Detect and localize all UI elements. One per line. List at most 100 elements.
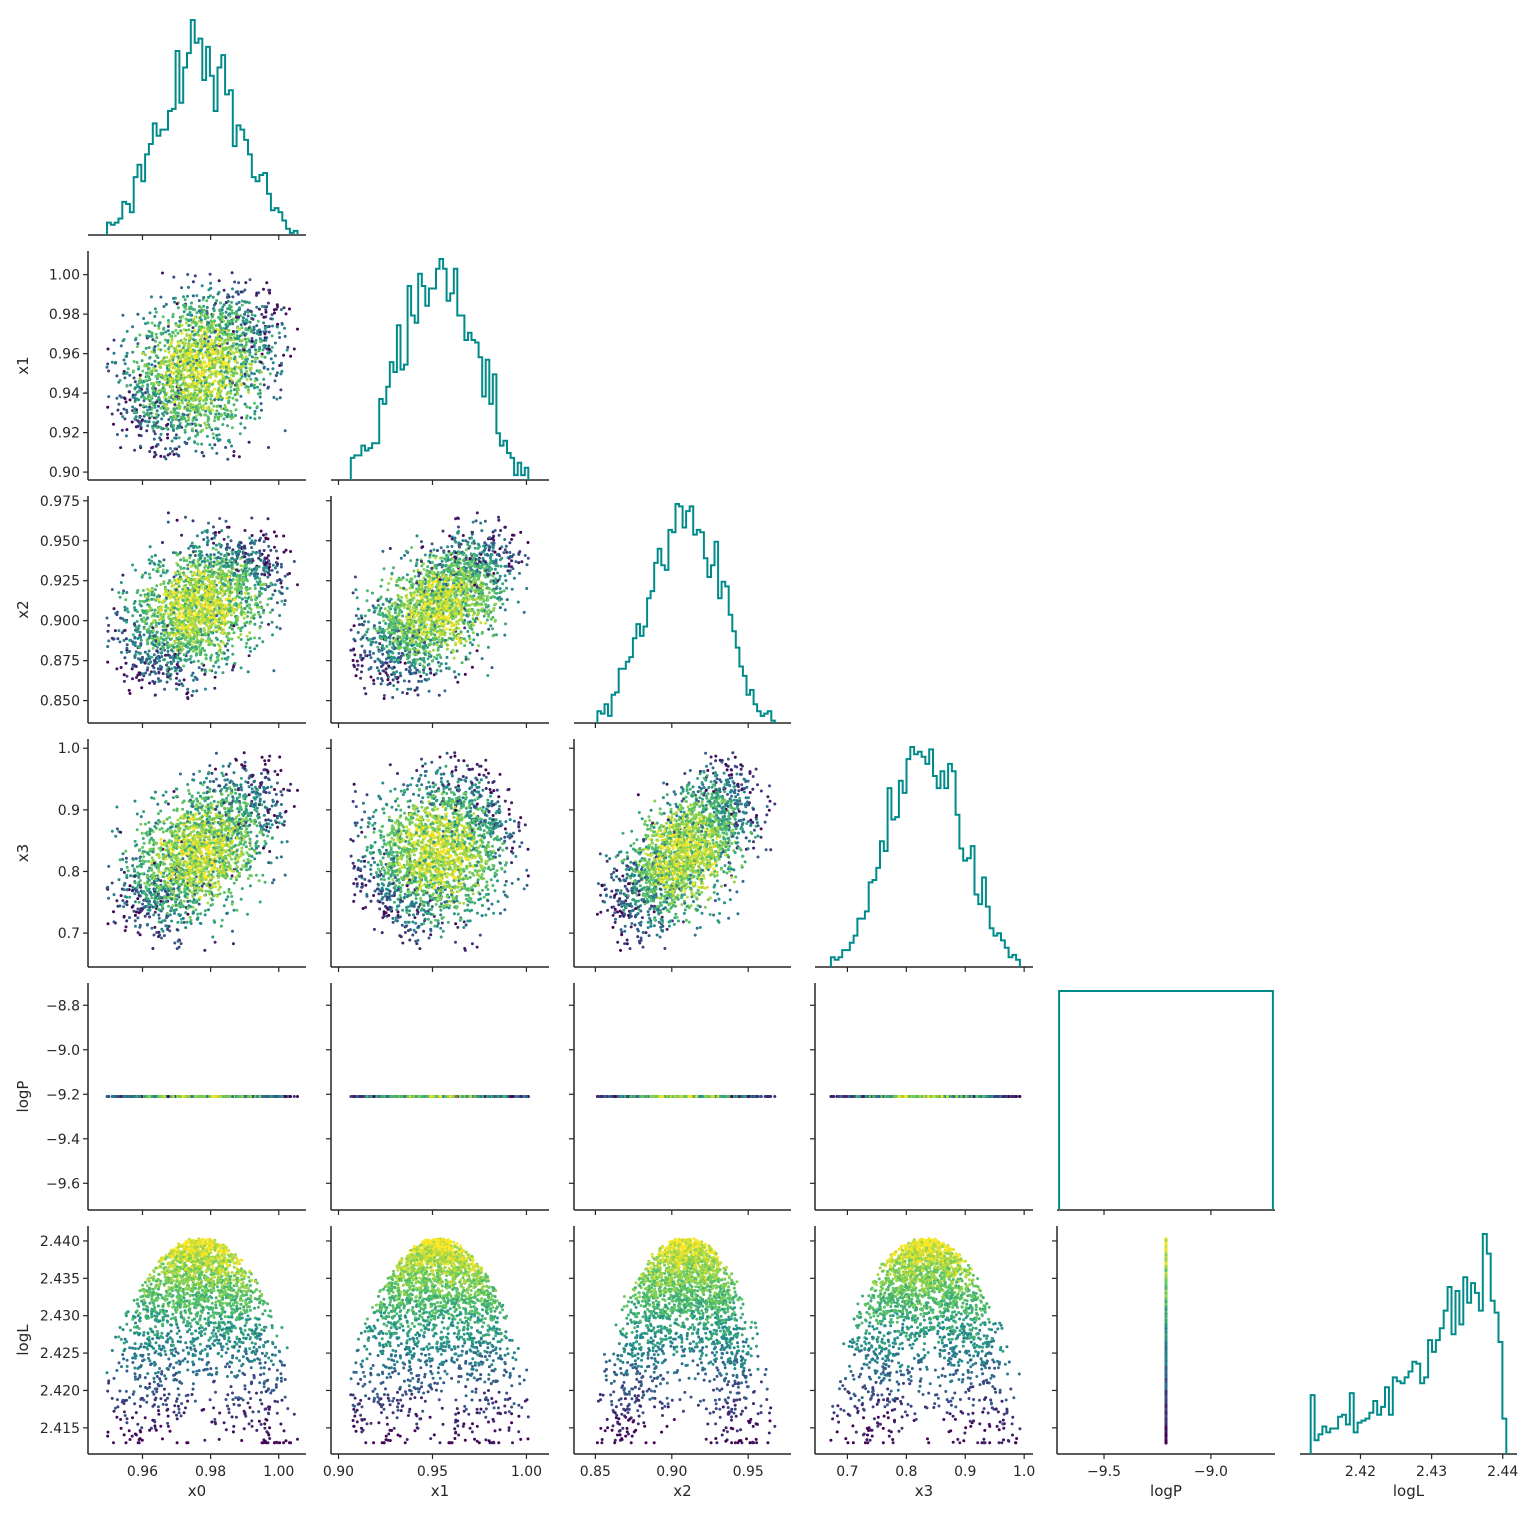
scatter-point bbox=[133, 360, 136, 363]
scatter-point bbox=[208, 343, 211, 346]
scatter-point bbox=[202, 296, 205, 299]
scatter-point bbox=[189, 311, 192, 314]
scatter-point bbox=[178, 320, 181, 323]
scatter-point bbox=[217, 316, 220, 319]
scatter-point bbox=[155, 311, 158, 314]
scatter-point bbox=[171, 440, 174, 443]
scatter-point bbox=[195, 369, 198, 372]
scatter-point bbox=[225, 327, 228, 330]
scatter-point bbox=[212, 436, 215, 439]
scatter-point bbox=[161, 272, 164, 275]
scatter-point bbox=[179, 329, 182, 332]
scatter-point bbox=[150, 447, 153, 450]
panel-x0-vs-x0 bbox=[88, 20, 306, 240]
scatter-point bbox=[219, 405, 222, 408]
scatter-point bbox=[189, 409, 192, 412]
scatter-point bbox=[202, 305, 205, 308]
scatter-point bbox=[149, 576, 152, 579]
scatter-point bbox=[247, 386, 250, 389]
scatter-point bbox=[225, 376, 228, 379]
scatter-point bbox=[233, 352, 236, 355]
scatter-point bbox=[184, 298, 187, 301]
scatter-point bbox=[179, 422, 182, 425]
scatter-point bbox=[238, 328, 241, 331]
scatter-point bbox=[212, 366, 215, 369]
scatter-point bbox=[179, 358, 182, 361]
scatter-point bbox=[122, 372, 125, 375]
scatter-point bbox=[178, 325, 181, 328]
scatter-point bbox=[154, 453, 157, 456]
scatter-point bbox=[229, 320, 232, 323]
scatter-point bbox=[243, 617, 246, 620]
y-tick-label: 0.975 bbox=[40, 494, 80, 510]
scatter-point bbox=[214, 330, 217, 333]
scatter-point bbox=[255, 324, 258, 327]
scatter-point bbox=[236, 290, 239, 293]
scatter-point bbox=[151, 401, 154, 404]
scatter-point bbox=[192, 404, 195, 407]
scatter-point bbox=[200, 314, 203, 317]
scatter-point bbox=[232, 330, 235, 333]
scatter-point bbox=[239, 355, 242, 358]
scatter-point bbox=[200, 430, 203, 433]
scatter-point bbox=[252, 318, 255, 321]
scatter-point bbox=[252, 331, 255, 334]
scatter-point bbox=[204, 410, 207, 413]
scatter-point bbox=[227, 329, 230, 332]
scatter-point bbox=[134, 393, 137, 396]
scatter-point bbox=[242, 361, 245, 364]
scatter-point bbox=[113, 352, 116, 355]
scatter-point bbox=[229, 389, 232, 392]
scatter-point bbox=[187, 352, 190, 355]
scatter-point bbox=[256, 369, 259, 372]
scatter-point bbox=[254, 410, 257, 413]
scatter-point bbox=[139, 423, 142, 426]
scatter-point bbox=[226, 458, 229, 461]
scatter-point bbox=[133, 377, 136, 380]
scatter-point bbox=[173, 403, 176, 406]
scatter-point bbox=[225, 361, 228, 364]
scatter-point bbox=[125, 401, 128, 404]
scatter-point bbox=[220, 363, 223, 366]
scatter-point bbox=[136, 361, 139, 364]
scatter-point bbox=[233, 388, 236, 391]
scatter-point bbox=[187, 324, 190, 327]
scatter-point bbox=[179, 405, 182, 408]
scatter-point bbox=[187, 416, 190, 419]
scatter-point bbox=[136, 342, 139, 345]
scatter-point bbox=[248, 354, 251, 357]
scatter-point bbox=[267, 302, 270, 305]
scatter-point bbox=[180, 317, 183, 320]
scatter-point bbox=[111, 361, 114, 364]
y-tick-label: 0.950 bbox=[40, 534, 80, 550]
scatter-point bbox=[288, 308, 291, 311]
scatter-point bbox=[202, 404, 205, 407]
scatter-point bbox=[231, 368, 234, 371]
scatter-point bbox=[126, 352, 129, 355]
scatter-point bbox=[147, 335, 150, 338]
scatter-point bbox=[213, 341, 216, 344]
scatter-point bbox=[202, 407, 205, 410]
scatter-point bbox=[159, 321, 162, 324]
scatter-point bbox=[193, 416, 196, 419]
scatter-point bbox=[139, 374, 142, 377]
scatter-point bbox=[162, 358, 165, 361]
scatter-point bbox=[209, 376, 212, 379]
scatter-point bbox=[171, 377, 174, 380]
scatter-point bbox=[231, 397, 234, 400]
scatter-point bbox=[249, 406, 252, 409]
scatter-point bbox=[138, 434, 141, 437]
scatter-point bbox=[264, 339, 267, 342]
scatter-point bbox=[251, 355, 254, 358]
scatter-point bbox=[245, 405, 248, 408]
scatter-point bbox=[163, 305, 166, 308]
scatter-point bbox=[215, 299, 218, 302]
scatter-point bbox=[229, 392, 232, 395]
scatter-point bbox=[171, 315, 174, 318]
scatter-point bbox=[125, 428, 128, 431]
scatter-point bbox=[150, 398, 153, 401]
scatter-point bbox=[251, 360, 254, 363]
scatter-point bbox=[135, 425, 138, 428]
scatter-point bbox=[276, 326, 279, 329]
scatter-point bbox=[115, 374, 118, 377]
